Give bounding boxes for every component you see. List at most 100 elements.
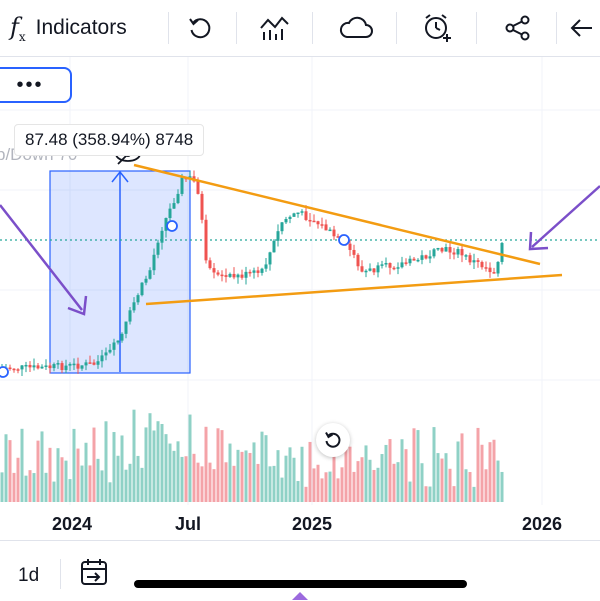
volume-bar (384, 444, 388, 502)
candle-body (20, 365, 24, 370)
alert-clock-icon (425, 14, 451, 42)
candle-body (228, 273, 232, 277)
volume-bar (400, 439, 404, 502)
volume-bar (172, 450, 176, 502)
candle-body (472, 260, 476, 263)
alert-button[interactable] (416, 0, 460, 56)
candle-body (492, 272, 496, 274)
volume-bar (64, 460, 68, 502)
candle-body (368, 268, 372, 271)
indicators-label: Indicators (35, 16, 127, 39)
volume-bar (8, 440, 12, 502)
candle-body (444, 247, 448, 252)
replay-icon[interactable] (79, 557, 109, 587)
volume-bar (256, 463, 260, 502)
candle-body (128, 310, 132, 322)
volume-bar (340, 467, 344, 502)
volume-bar (108, 482, 112, 502)
volume-bar (40, 431, 44, 502)
candlesticks (0, 170, 504, 376)
indicators-button[interactable]: fx Indicators (10, 0, 160, 56)
candle-body (216, 272, 220, 275)
reset-chart-button[interactable] (316, 423, 350, 457)
volume-bar (104, 421, 108, 502)
bottom-edge-marker (292, 592, 308, 600)
candle-body (148, 270, 152, 279)
volume-bar (196, 462, 200, 502)
cloud-icon (339, 16, 373, 38)
candle-body (64, 365, 68, 371)
interval-selector[interactable]: 1d (18, 565, 40, 586)
candle-body (496, 261, 500, 274)
cloud-button[interactable] (332, 0, 380, 56)
candle-body (176, 193, 180, 204)
candle-body (212, 268, 216, 273)
volume-bar (56, 448, 60, 502)
candle-body (272, 240, 276, 253)
volume-bar (152, 430, 156, 502)
volume-bar (420, 463, 424, 502)
volume-bar (412, 428, 416, 502)
candle-body (356, 254, 360, 267)
candle-body (52, 364, 56, 369)
volume-bar (348, 446, 352, 502)
candle-body (264, 264, 268, 269)
x-axis-label: 2025 (291, 514, 333, 534)
chart-type-button[interactable] (252, 0, 296, 56)
candle-body (132, 302, 136, 311)
back-button[interactable] (570, 0, 600, 56)
anchor-point (166, 220, 178, 232)
volume-bar (224, 462, 228, 502)
candle-body (292, 213, 296, 217)
volume-bar (112, 432, 116, 502)
candle-body (172, 203, 176, 209)
volume-bar (52, 481, 56, 502)
candle-body (408, 258, 412, 264)
volume-bar (244, 450, 248, 502)
chart-type-icon (260, 16, 289, 40)
volume-bar (144, 427, 148, 502)
candle-body (180, 177, 184, 194)
candle-body (500, 243, 504, 262)
candle-body (324, 224, 328, 231)
candle-body (92, 362, 96, 365)
volume-bar (500, 471, 504, 502)
volume-bar (264, 435, 268, 502)
candle-body (48, 365, 52, 369)
candle-body (224, 275, 228, 277)
volume-bar (240, 451, 244, 502)
annotation-arrow-right (531, 185, 600, 248)
candle-body (76, 363, 80, 369)
candle-body (400, 262, 404, 268)
volume-bar (280, 477, 284, 502)
volume-bar (456, 441, 460, 502)
candle-body (364, 270, 368, 273)
candle-body (168, 208, 172, 219)
candle-body (420, 255, 424, 260)
volume-bar (268, 466, 272, 502)
volume-bar (16, 457, 20, 502)
more-options-button[interactable]: ••• (0, 67, 72, 103)
candle-body (136, 295, 140, 303)
candle-body (484, 267, 488, 269)
candle-body (312, 220, 316, 223)
x-axis-label: 2024 (51, 514, 93, 534)
volume-bar (432, 427, 436, 502)
candle-body (316, 221, 320, 225)
volume-bar (316, 464, 320, 502)
candle-body (300, 211, 304, 213)
volume-bar (68, 479, 72, 502)
share-button[interactable] (496, 0, 540, 56)
candle-body (388, 263, 392, 268)
top-toolbar: fx Indicators (0, 0, 600, 57)
candle-body (104, 352, 108, 356)
candle-body (460, 249, 464, 256)
reset-icon (325, 432, 341, 448)
candle-body (284, 219, 288, 223)
volume-bar (84, 442, 88, 502)
anchor-point (0, 366, 9, 378)
volume-bar (292, 457, 296, 502)
volume-bar (300, 446, 304, 502)
undo-button[interactable] (178, 0, 222, 56)
volume-bar (48, 447, 52, 502)
